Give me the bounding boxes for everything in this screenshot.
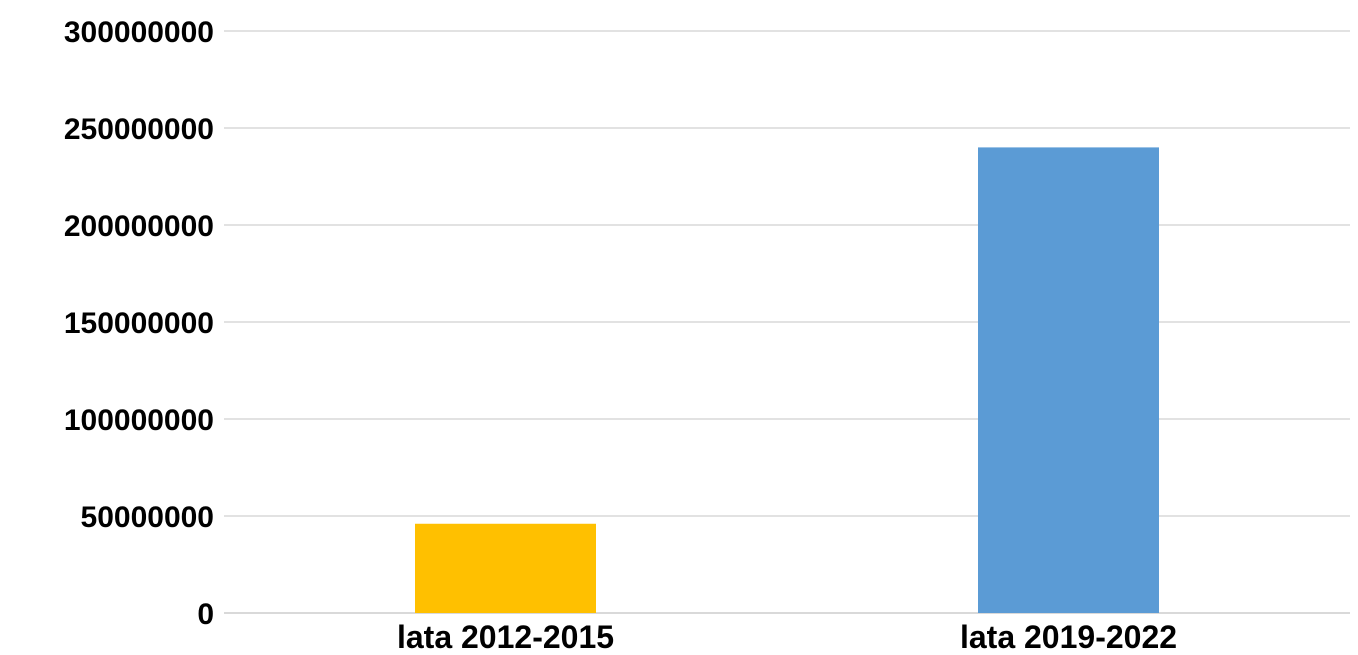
x-category-label: lata 2019-2022 xyxy=(960,619,1177,655)
y-axis-ticks: 0 50000000 100000000 150000000 200000000 2500… xyxy=(64,16,214,631)
y-tick-label: 300000000 xyxy=(64,16,214,49)
bar-1 xyxy=(415,523,596,613)
y-tick-label: 150000000 xyxy=(64,307,214,340)
x-category-label: lata 2012-2015 xyxy=(397,619,614,655)
y-tick-label: 250000000 xyxy=(64,113,214,146)
bars xyxy=(415,147,1159,613)
y-tick-label: 200000000 xyxy=(64,210,214,243)
y-tick-label: 0 xyxy=(197,598,214,631)
y-tick-label: 50000000 xyxy=(81,501,214,534)
x-axis-labels: lata 2012-2015 lata 2019-2022 xyxy=(397,619,1177,655)
bar-2 xyxy=(978,147,1159,613)
y-tick-label: 100000000 xyxy=(64,404,214,437)
grid-layer xyxy=(224,30,1350,614)
